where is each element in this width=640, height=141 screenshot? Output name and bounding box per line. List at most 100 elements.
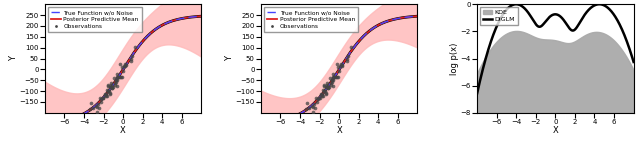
Point (120, 63, 131, 66)
Point (125, 58, 136, 60)
Point (92, 105, 102, 108)
Point (326, 81, 337, 83)
Point (112, 79, 122, 81)
Point (112, 73, 122, 75)
Point (113, 75, 123, 78)
Point (346, 46, 356, 49)
Point (316, 94, 326, 96)
Point (321, 92, 331, 94)
Point (343, 55, 353, 57)
Point (103, 85, 113, 87)
Point (102, 90, 113, 92)
DIGLM (592, 4, 600, 6)
Point (319, 85, 329, 87)
Point (104, 90, 114, 92)
Point (106, 86, 116, 88)
Point (325, 76, 335, 79)
Point (120, 65, 131, 68)
Point (312, 98, 323, 101)
Point (328, 85, 339, 87)
Point (111, 79, 121, 81)
Point (314, 96, 324, 99)
Point (302, 102, 312, 104)
Point (314, 97, 324, 99)
Y-axis label: Y: Y (9, 56, 18, 61)
DIGLM (564, 26, 572, 27)
Point (317, 93, 328, 95)
Point (330, 76, 340, 79)
DIGLM (568, 30, 576, 31)
X-axis label: X: X (552, 126, 558, 136)
Point (335, 65, 346, 68)
DIGLM (630, 61, 637, 63)
Point (312, 101, 322, 103)
Point (333, 66, 344, 68)
Point (94, 107, 104, 109)
Point (114, 76, 124, 79)
Point (304, 117, 314, 119)
Point (108, 86, 118, 89)
Point (301, 108, 312, 110)
Point (326, 82, 337, 84)
Point (332, 63, 342, 65)
Point (101, 93, 111, 95)
Point (307, 105, 317, 107)
Point (303, 107, 314, 109)
Point (101, 95, 111, 97)
Point (321, 86, 331, 88)
Point (109, 83, 120, 86)
Point (328, 79, 338, 81)
Point (342, 58, 352, 60)
Point (329, 75, 339, 78)
Point (324, 86, 334, 89)
X-axis label: X: X (337, 126, 342, 136)
Point (321, 84, 332, 86)
Point (115, 63, 125, 65)
Point (107, 86, 117, 89)
Point (321, 93, 331, 95)
Point (117, 66, 127, 68)
Point (310, 107, 320, 109)
Point (130, 46, 140, 49)
Point (110, 82, 120, 84)
Point (323, 86, 333, 89)
Point (115, 76, 125, 78)
Point (327, 79, 337, 81)
Point (120, 63, 130, 65)
Point (92, 111, 102, 113)
X-axis label: X: X (120, 126, 126, 136)
Point (317, 89, 328, 92)
Point (88, 117, 98, 119)
Point (327, 79, 337, 81)
Point (319, 83, 329, 86)
Point (105, 86, 115, 88)
DIGLM (573, 26, 580, 28)
Point (96, 98, 106, 101)
Point (102, 89, 112, 92)
Point (103, 83, 113, 86)
Point (107, 87, 117, 89)
Point (86, 102, 96, 104)
DIGLM (608, 11, 616, 13)
Point (88, 107, 98, 109)
Point (96, 101, 106, 103)
Point (308, 111, 318, 113)
Point (337, 63, 347, 66)
Point (95, 97, 105, 99)
Legend: True Function w/o Noise, Posterior Predictive Mean, Observations: True Function w/o Noise, Posterior Predi… (264, 7, 358, 32)
Point (334, 70, 344, 72)
Point (111, 81, 121, 83)
Point (316, 93, 326, 95)
Point (126, 60, 136, 63)
Point (116, 76, 126, 78)
Point (328, 73, 339, 75)
Point (342, 60, 353, 63)
Point (99, 96, 109, 99)
Point (93, 102, 103, 105)
Point (308, 102, 319, 105)
Point (106, 84, 116, 86)
Point (317, 95, 328, 97)
Legend: True Function w/o Noise, Posterior Predictive Mean, Observations: True Function w/o Noise, Posterior Predi… (48, 7, 141, 32)
Point (100, 94, 111, 96)
Point (85, 108, 95, 110)
